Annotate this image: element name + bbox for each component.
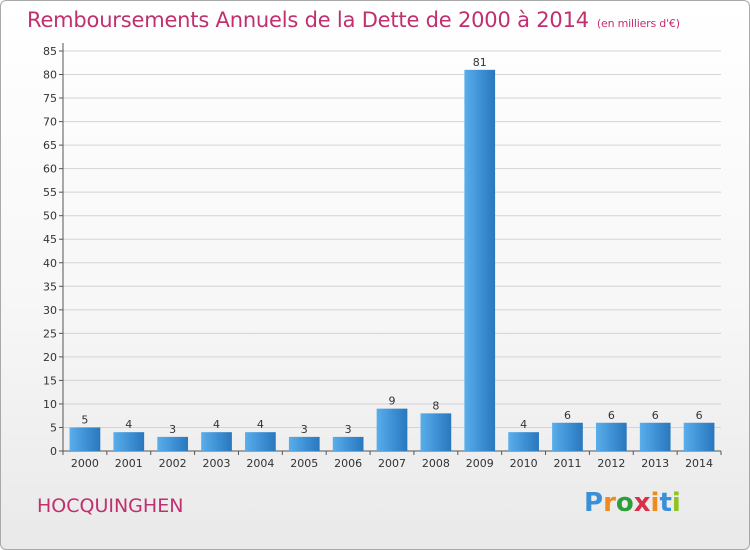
x-axis-ticks: 2000 2001 2002 2003 2004 2005 2006 2007 2008 2009… — [62, 451, 722, 470]
y-tick-label: 75 — [43, 92, 57, 105]
x-tick-label-2011: 2011 — [553, 457, 581, 470]
y-tick-label: 45 — [43, 233, 57, 246]
bar-2001 — [113, 432, 145, 451]
y-tick-label: 55 — [43, 186, 57, 199]
logo-letter: o — [615, 488, 634, 518]
grid-lines — [63, 50, 721, 452]
bars: 5 4 3 4 4 3 3 9 8 81 4 6 6 6 6 — [69, 56, 715, 451]
bar-2008 — [420, 413, 452, 451]
logo-letter: i — [671, 488, 681, 518]
x-tick-label-2007: 2007 — [378, 457, 406, 470]
y-tick-label: 15 — [43, 374, 57, 387]
y-tick-label: 5 — [50, 421, 57, 434]
data-label-2001: 4 — [125, 418, 132, 431]
chart-title: Remboursements Annuels de la Dette de 20… — [27, 8, 680, 32]
bar-2004 — [245, 432, 276, 451]
bar-2014 — [683, 422, 715, 451]
x-tick-label-2004: 2004 — [246, 457, 274, 470]
data-label-2000: 5 — [81, 413, 88, 426]
bar-2010 — [508, 432, 539, 451]
data-label-2008: 8 — [432, 399, 439, 412]
y-tick-label: 80 — [43, 69, 57, 82]
commune-name: HOCQUINGHEN — [37, 495, 184, 517]
logo-letter: t — [659, 488, 672, 518]
data-label-2002: 3 — [169, 423, 176, 436]
y-axis-ticks: 0 5 10 15 20 25 30 35 40 45 50 55 60 65 70 75 80 85 — [43, 45, 63, 458]
x-tick-label-2012: 2012 — [597, 457, 625, 470]
bar-2006 — [332, 436, 364, 451]
data-label-2004: 4 — [257, 418, 264, 431]
x-tick-label-2003: 2003 — [203, 457, 231, 470]
data-label-2011: 6 — [564, 409, 571, 422]
logo-letter: x — [633, 488, 651, 518]
bar-2003 — [201, 432, 232, 451]
x-tick-label-2008: 2008 — [422, 457, 450, 470]
x-tick-label-2014: 2014 — [685, 457, 713, 470]
data-label-2003: 4 — [213, 418, 220, 431]
logo-letter: P — [584, 488, 604, 518]
logo-letter: r — [603, 488, 616, 518]
bar-2000 — [69, 427, 101, 451]
bar-2009 — [464, 69, 496, 451]
data-label-2005: 3 — [301, 423, 308, 436]
bar-2002 — [157, 436, 189, 451]
y-tick-label: 25 — [43, 327, 57, 340]
data-label-2014: 6 — [696, 409, 703, 422]
x-tick-label-2013: 2013 — [641, 457, 669, 470]
y-tick-label: 85 — [43, 45, 57, 58]
y-tick-label: 10 — [43, 398, 57, 411]
x-tick-label-2002: 2002 — [159, 457, 187, 470]
y-tick-label: 0 — [50, 445, 57, 458]
y-tick-label: 50 — [43, 210, 57, 223]
data-label-2010: 4 — [520, 418, 527, 431]
bar-2012 — [595, 422, 627, 451]
x-tick-label-2001: 2001 — [115, 457, 143, 470]
y-tick-label: 70 — [43, 116, 57, 129]
bar-2005 — [288, 436, 320, 451]
axes — [62, 43, 721, 452]
y-tick-label: 40 — [43, 257, 57, 270]
x-tick-label-2000: 2000 — [71, 457, 99, 470]
data-label-2012: 6 — [608, 409, 615, 422]
y-tick-label: 65 — [43, 139, 57, 152]
bar-2013 — [639, 422, 671, 451]
x-tick-label-2005: 2005 — [290, 457, 318, 470]
x-tick-label-2006: 2006 — [334, 457, 362, 470]
data-label-2013: 6 — [652, 409, 659, 422]
data-label-2007: 9 — [389, 395, 396, 408]
y-tick-label: 35 — [43, 280, 57, 293]
y-tick-label: 30 — [43, 304, 57, 317]
logo-letter: i — [650, 488, 660, 518]
x-tick-label-2010: 2010 — [510, 457, 538, 470]
proxiti-logo: Proxiti — [584, 488, 681, 518]
bar-2011 — [552, 422, 583, 451]
chart-subtitle: (en milliers d'€) — [596, 17, 680, 30]
x-tick-label-2009: 2009 — [466, 457, 494, 470]
y-tick-label: 60 — [43, 163, 57, 176]
bar-2007 — [376, 408, 408, 451]
y-tick-label: 20 — [43, 351, 57, 364]
data-label-2006: 3 — [345, 423, 352, 436]
chart-title-text: Remboursements Annuels de la Dette de 20… — [27, 8, 589, 32]
data-label-2009: 81 — [473, 56, 487, 69]
